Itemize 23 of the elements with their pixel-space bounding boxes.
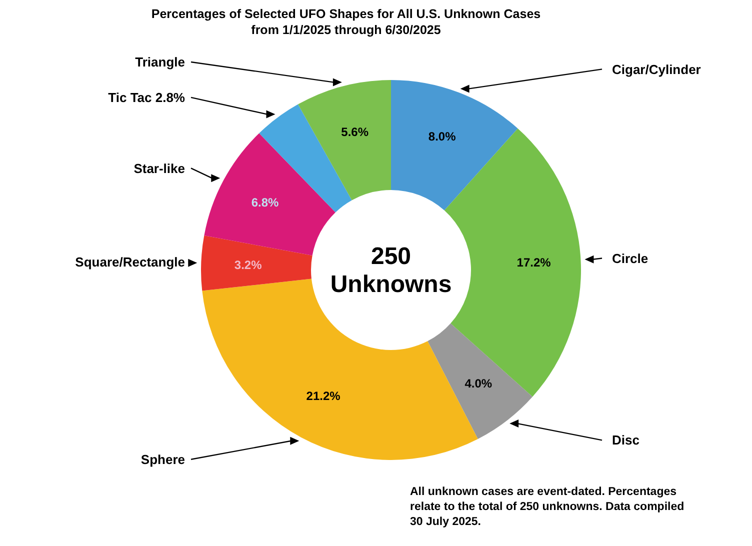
slice-label: Circle bbox=[612, 250, 648, 266]
data-label: 17.2% bbox=[516, 255, 552, 270]
slice-label: Tic Tac 2.8% bbox=[108, 90, 186, 106]
data-label: 3.2% bbox=[234, 258, 262, 272]
donut-slice bbox=[298, 80, 391, 200]
data-label: 8.0% bbox=[428, 130, 456, 144]
data-label: 21.2% bbox=[306, 389, 341, 404]
slice-label: Disc bbox=[612, 432, 640, 448]
donut-slice bbox=[204, 133, 336, 256]
slice-label: Square/Rectangle bbox=[75, 254, 185, 270]
slice-label: Star-like bbox=[134, 160, 185, 176]
donut-slice bbox=[201, 235, 312, 291]
data-label: 6.8% bbox=[251, 196, 280, 210]
data-label: 4.0% bbox=[464, 376, 492, 390]
slice-label: Triangle bbox=[135, 54, 185, 70]
text: All unknown cases are event-dated. Percentages relate to the total of 250 unknowns. Data compiled 30 July 2025. bbox=[410, 486, 684, 528]
slice-label: Cigar/Cylinder bbox=[612, 62, 701, 77]
slice-label: Sphere bbox=[140, 452, 185, 467]
data-label: 5.6% bbox=[341, 124, 369, 139]
text: 250 Unknowns bbox=[330, 243, 452, 298]
donut-slice bbox=[428, 323, 533, 439]
donut-slice bbox=[391, 80, 518, 210]
chart-title: Percentages of Selected UFO Shapes for All U.S. Unknown Cases from 1/1/2025 through 6/30/2025 bbox=[151, 7, 541, 37]
